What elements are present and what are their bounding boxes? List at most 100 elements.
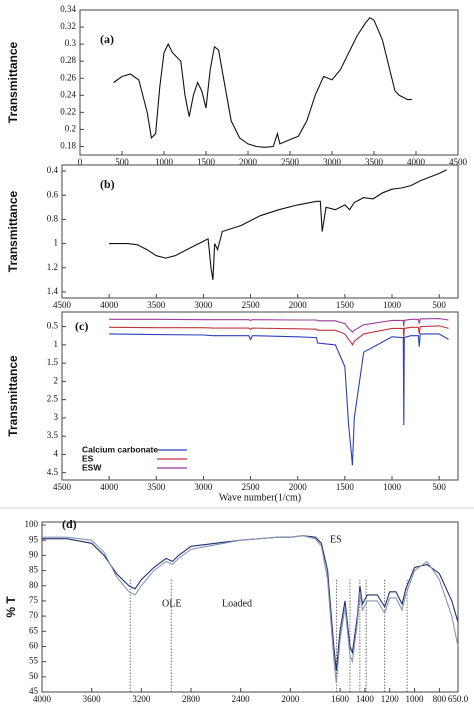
y-tick-label: 1.5 (47, 357, 59, 367)
y-tick-label: 0.22 (60, 106, 76, 116)
x-tick-label: 2000 (239, 157, 258, 167)
y-tick-label: 0.18 (60, 141, 76, 151)
x-tick-label: 1400 (356, 694, 375, 704)
series-line (109, 333, 449, 466)
x-tick-label: 4000 (100, 300, 119, 310)
plot-frame (61, 164, 459, 299)
x-tick-label: 3000 (323, 157, 342, 167)
x-tick-label: 4500 (53, 300, 72, 310)
y-tick-label: 65 (29, 625, 39, 635)
y-tick-label: 0.3 (65, 38, 77, 48)
panel-label: (d) (62, 517, 77, 531)
x-tick-label: 3000 (194, 300, 213, 310)
y-tick-label: 1 (54, 339, 59, 349)
x-tick-label: 3500 (147, 300, 166, 310)
y-tick-label: 1.4 (47, 286, 59, 296)
x-axis-label: Wave number(1/cm) (219, 492, 301, 503)
y-tick-label: 0.8 (47, 213, 59, 223)
y-tick-label: 50 (29, 671, 39, 681)
x-tick-label: 3000 (194, 482, 213, 492)
x-tick-label: 1600 (331, 694, 350, 704)
series-line (109, 325, 449, 347)
plot-frame (41, 521, 459, 693)
y-tick-label: 1 (54, 238, 59, 248)
panel-label: (c) (75, 319, 88, 333)
y-tick-label: 3.5 (47, 430, 59, 440)
x-tick-label: 2000 (281, 694, 300, 704)
y-tick-label: 0.28 (60, 55, 76, 65)
x-tick-label: 1000 (406, 694, 425, 704)
x-tick-label: 1500 (197, 157, 216, 167)
series-line (109, 169, 447, 280)
x-tick-label: 3600 (83, 694, 102, 704)
x-tick-label: 2000 (289, 482, 308, 492)
x-tick-label: 500 (432, 300, 446, 310)
y-axis-label: Transmittance (6, 355, 20, 437)
y-tick-label: 4 (54, 448, 59, 458)
x-tick-label: 1000 (383, 300, 402, 310)
x-tick-label: 2500 (242, 482, 261, 492)
x-tick-label: 500 (432, 482, 446, 492)
annotation: OLE (162, 598, 181, 609)
panel-label: (a) (100, 32, 114, 46)
x-tick-label: 4500 (449, 157, 468, 167)
y-tick-label: 0.24 (60, 89, 76, 99)
y-tick-label: 100 (25, 519, 39, 529)
y-tick-label: 60 (29, 641, 39, 651)
x-tick-label: 0 (78, 157, 83, 167)
y-tick-label: 85 (29, 565, 39, 575)
y-tick-label: 1.2 (47, 262, 58, 272)
x-tick-label: 2400 (232, 694, 251, 704)
legend-label: ESW (82, 462, 102, 472)
y-tick-label: 4.5 (47, 467, 59, 477)
x-tick-label: 3200 (132, 694, 151, 704)
y-tick-label: 45 (29, 686, 39, 696)
y-tick-label: 2.5 (47, 394, 59, 404)
y-axis-label: Transmittance (6, 41, 20, 123)
x-tick-label: 1000 (383, 482, 402, 492)
y-tick-label: 0.2 (65, 123, 76, 133)
x-tick-label: 4000 (33, 694, 52, 704)
x-tick-label: 1200 (381, 694, 400, 704)
y-tick-label: 55 (29, 656, 39, 666)
x-tick-label: 4500 (53, 482, 72, 492)
x-tick-label: 4000 (100, 482, 119, 492)
y-tick-label: 90 (29, 549, 39, 559)
series-line (42, 535, 459, 671)
plot-frame (61, 311, 459, 481)
x-tick-label: 1500 (336, 482, 355, 492)
series-line (113, 16, 412, 148)
y-tick-label: 0.6 (47, 189, 59, 199)
y-tick-label: 0.34 (60, 4, 76, 14)
annotation: ES (330, 534, 342, 545)
y-tick-label: 2 (54, 375, 59, 385)
series-line (109, 318, 449, 333)
y-tick-label: 80 (29, 580, 39, 590)
y-tick-label: 0.5 (47, 321, 59, 331)
x-tick-label: 2500 (281, 157, 300, 167)
y-axis-label: % T (4, 596, 18, 618)
plot-frame (79, 9, 459, 156)
y-axis-label: Transmittance (6, 190, 20, 272)
series-line (42, 535, 459, 683)
x-tick-label: 500 (115, 157, 129, 167)
x-tick-label: 3500 (147, 482, 166, 492)
y-tick-label: 70 (29, 610, 39, 620)
legend-label: ES (82, 453, 94, 463)
y-tick-label: 0.32 (60, 21, 76, 31)
x-tick-label: 800 (433, 694, 447, 704)
y-tick-label: 95 (29, 534, 39, 544)
x-tick-label: 2800 (182, 694, 201, 704)
y-tick-label: 0.26 (60, 72, 76, 82)
y-tick-label: 75 (29, 595, 39, 605)
x-tick-label: 1000 (155, 157, 174, 167)
legend-label: Calcium carbonate (82, 444, 158, 454)
panel-label: (b) (100, 177, 115, 191)
annotation: Loaded (222, 598, 252, 609)
y-tick-label: 0.4 (47, 165, 59, 175)
x-tick-label: 1500 (336, 300, 355, 310)
x-tick-label: 2000 (289, 300, 308, 310)
y-tick-label: 3 (54, 412, 59, 422)
x-tick-label: 650.0 (448, 694, 469, 704)
